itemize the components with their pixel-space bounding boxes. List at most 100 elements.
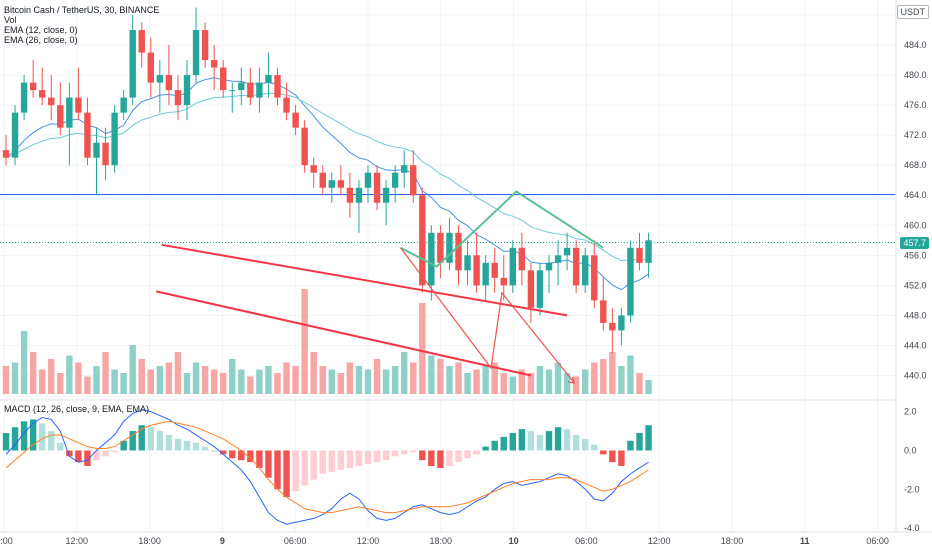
macd-histogram-bar xyxy=(464,450,471,459)
candle-body xyxy=(645,240,652,263)
volume-bars xyxy=(2,289,652,394)
macd-histogram-bar xyxy=(401,450,408,455)
volume-bar xyxy=(636,373,643,394)
candle-body xyxy=(473,255,480,286)
price-axis[interactable]: 488.0484.0480.0476.0472.0468.0464.0460.0… xyxy=(895,0,927,533)
time-tick-label: 12:00 xyxy=(648,536,671,546)
ema-12-line xyxy=(5,77,649,291)
price-tick-label: 468.0 xyxy=(904,160,927,170)
macd-legend[interactable]: MACD (12, 26, close, 9, EMA, EMA) xyxy=(4,404,150,414)
symbol-title[interactable]: Bitcoin Cash / TetherUS, 30, BINANCE xyxy=(4,5,160,15)
macd-histogram-bar xyxy=(446,450,453,466)
volume-bar xyxy=(600,359,607,394)
macd-histogram-bar xyxy=(536,434,544,451)
macd-tick-label: 2.0 xyxy=(904,407,917,417)
candle-body xyxy=(48,97,55,106)
volume-bar xyxy=(129,345,136,394)
ema-slow-legend[interactable]: EMA (26, close, 0) xyxy=(4,35,78,45)
candle-body xyxy=(238,82,245,91)
macd-histogram-bar xyxy=(636,433,643,451)
candle-body xyxy=(328,180,335,188)
candle-body xyxy=(84,112,91,158)
volume-bar xyxy=(156,366,164,394)
volume-bar xyxy=(563,373,571,394)
price-tick-label: 480.0 xyxy=(904,70,927,80)
volume-bar xyxy=(66,355,73,394)
volume-bar xyxy=(57,373,64,394)
volume-bar xyxy=(11,362,19,394)
macd-histogram-bar xyxy=(274,450,281,490)
volume-bar xyxy=(301,289,308,394)
volume-bar xyxy=(102,352,109,394)
macd-histogram-bar xyxy=(545,431,553,451)
macd-tick-label: -4.0 xyxy=(904,523,920,533)
macd-histogram-bar xyxy=(455,450,462,463)
macd-histogram-bar xyxy=(247,450,254,463)
volume-bar xyxy=(310,352,317,394)
volume-bar xyxy=(437,359,444,394)
volume-bar xyxy=(337,373,345,394)
macd-histogram-bar xyxy=(328,450,335,472)
bearish-projection-path xyxy=(400,247,575,384)
candle-body xyxy=(554,255,562,263)
time-tick-label: 10 xyxy=(509,536,519,546)
volume-bar xyxy=(482,366,489,394)
candle-body xyxy=(355,187,363,203)
volume-bar xyxy=(201,366,209,394)
volume-bar xyxy=(20,331,28,394)
candle-body xyxy=(419,195,426,286)
price-tick-label: 464.0 xyxy=(904,190,927,200)
volume-bar xyxy=(39,369,46,394)
macd-histogram-bar xyxy=(174,438,182,451)
time-tick-label: 06:00 xyxy=(866,536,889,546)
candle-body xyxy=(183,75,191,106)
macd-histogram-bar xyxy=(346,450,354,468)
volume-bar xyxy=(627,355,634,394)
macd-pane xyxy=(2,409,652,525)
volume-bar xyxy=(373,359,381,394)
volume-legend[interactable]: Vol xyxy=(4,15,17,25)
volume-bar xyxy=(84,376,91,394)
candle-body xyxy=(156,75,164,83)
candle-body xyxy=(563,247,571,256)
candle-body xyxy=(509,247,516,286)
time-axis[interactable]: 6:00 12:00 18:00 9 06:00 12:00 18:00 10 06:00 12:… xyxy=(0,531,932,546)
volume-bar xyxy=(48,359,55,394)
macd-histogram-bar xyxy=(364,450,372,465)
volume-bar xyxy=(391,366,399,394)
candle-body xyxy=(437,232,444,263)
channel-lower-line xyxy=(156,290,532,377)
candle-body xyxy=(346,187,354,203)
candle-body xyxy=(111,112,118,166)
candle-body xyxy=(247,82,254,98)
candle-body xyxy=(636,247,643,263)
macd-histogram-bar xyxy=(210,450,218,452)
candle-body xyxy=(274,75,281,98)
macd-histogram-bar xyxy=(2,433,10,451)
macd-histogram-bar xyxy=(609,450,616,463)
candle-body xyxy=(600,300,607,323)
time-tick-label: 18:00 xyxy=(430,536,453,546)
time-tick-label: 06:00 xyxy=(575,536,598,546)
candle-body xyxy=(401,165,408,173)
currency-label[interactable]: USDT xyxy=(896,5,929,19)
pattern-drawings[interactable] xyxy=(156,190,604,384)
candle-body xyxy=(220,67,227,91)
macd-histogram-bar xyxy=(66,450,73,457)
macd-histogram-bar xyxy=(165,434,173,451)
ema-fast-legend[interactable]: EMA (12, close, 0) xyxy=(4,25,78,35)
volume-bar xyxy=(464,373,471,394)
macd-histogram-bar xyxy=(192,442,200,451)
time-tick-label: 12:00 xyxy=(357,536,380,546)
volume-bar xyxy=(446,366,453,394)
candle-body xyxy=(2,150,10,158)
volume-bar xyxy=(292,366,299,394)
candle-body xyxy=(536,270,544,308)
candle-body xyxy=(455,232,462,271)
macd-histogram-bar xyxy=(645,425,652,451)
macd-histogram-bar xyxy=(138,425,145,451)
volume-bar xyxy=(500,373,507,394)
macd-histogram-bar xyxy=(238,450,245,461)
candle-body xyxy=(39,90,46,98)
